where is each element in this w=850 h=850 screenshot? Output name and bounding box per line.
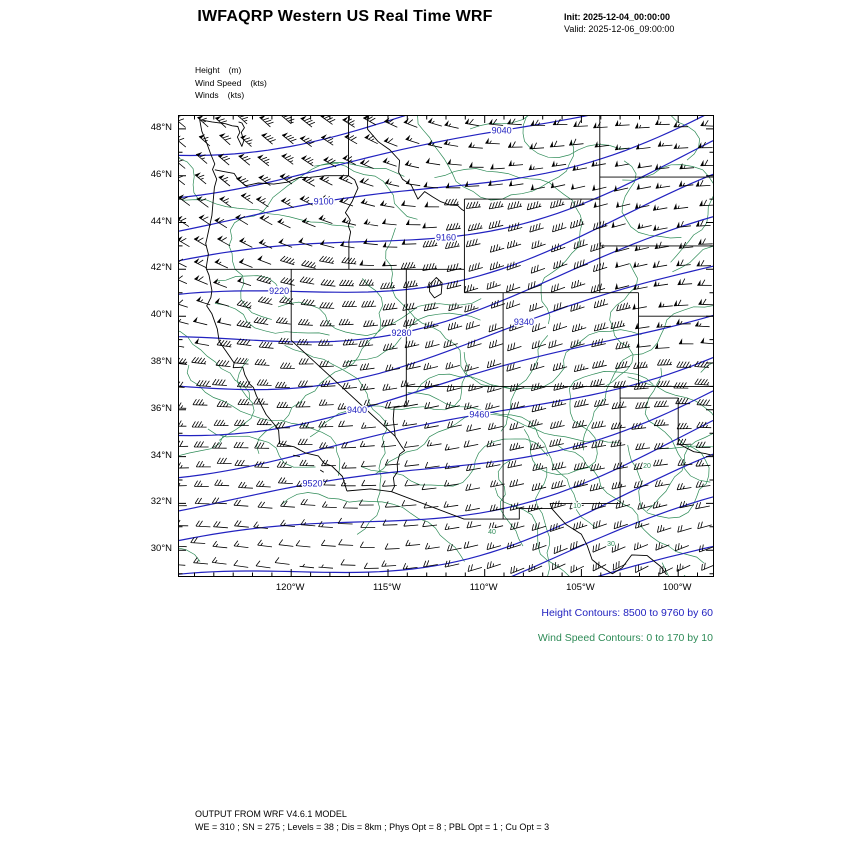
variable-legend: Height (m) Wind Speed (kts) Winds (kts)	[195, 64, 267, 102]
wind-speed-contour-note: Wind Speed Contours: 0 to 170 by 10	[537, 632, 713, 644]
height-contour-label: 9280	[391, 328, 411, 338]
height-contour-label: 9040	[492, 126, 512, 136]
x-axis-tick-label: 110°W	[469, 582, 498, 593]
footer-model-line: OUTPUT FROM WRF V4.6.1 MODEL	[195, 809, 347, 819]
y-axis-tick-label: 38°N	[150, 355, 172, 367]
y-axis-tick-label: 30°N	[150, 543, 172, 555]
legend-unit: (m)	[228, 65, 242, 75]
x-axis-tick-label: 105°W	[566, 582, 595, 593]
y-axis-tick-label: 32°N	[150, 496, 172, 508]
height-contour-label: 9100	[314, 197, 334, 207]
init-time: Init: 2025-12-04_00:00:00	[564, 12, 671, 22]
wind-speed-contour-label: 30	[607, 541, 615, 548]
height-contour-label: 9520	[302, 479, 322, 489]
page-title: IWFAQRP Western US Real Time WRF	[197, 8, 493, 25]
x-axis-tick-label: 100°W	[662, 582, 692, 593]
legend-unit: (kts)	[227, 90, 245, 100]
x-axis-tick-label: 120°W	[275, 582, 305, 593]
wind-speed-contour-label: 40	[488, 529, 496, 536]
wind-barbs	[179, 116, 713, 575]
wind-speed-contour-label: 10	[573, 503, 581, 510]
height-contour-label: 9400	[347, 405, 367, 415]
y-axis-tick-label: 46°N	[150, 168, 172, 180]
axis-ticks	[179, 116, 713, 576]
legend-row-height: Height (m)	[195, 64, 267, 77]
state-borders	[199, 116, 713, 576]
legend-unit: (kts)	[250, 77, 267, 88]
model-footer: OUTPUT FROM WRF V4.6.1 MODEL WE = 310 ; …	[195, 808, 549, 834]
height-contour-label: 9220	[269, 286, 289, 296]
y-axis-tick-label: 48°N	[150, 121, 172, 133]
legend-row-winds: Winds (kts)	[195, 89, 267, 102]
y-axis-tick-label: 34°N	[150, 449, 172, 461]
height-contour-label: 9460	[469, 409, 489, 419]
y-axis-tick-label: 40°N	[150, 309, 172, 321]
y-axis-tick-label: 44°N	[150, 215, 172, 227]
height-contour-note: Height Contours: 8500 to 9760 by 60	[541, 607, 713, 619]
wind-speed-contour-label: 20	[643, 463, 651, 470]
height-contour-label: 9160	[436, 232, 456, 242]
run-times: Init: 2025-12-04_00:00:00 Valid: 2025-12…	[564, 12, 674, 35]
legend-label: Wind Speed	[195, 77, 242, 88]
footer-config-line: WE = 310 ; SN = 275 ; Levels = 38 ; Dis …	[195, 822, 550, 832]
legend-label: Winds	[195, 90, 219, 100]
map-plot-frame: 9040 9100 9160 9220 9280 9340 9400 9460 9520 10 20…	[178, 115, 714, 577]
valid-time: Valid: 2025-12-06_09:00:00	[564, 23, 675, 34]
height-contour-label: 9340	[514, 317, 534, 327]
y-axis-tick-label: 42°N	[150, 262, 172, 274]
y-axis-tick-label: 36°N	[150, 402, 172, 414]
legend-row-windspeed: Wind Speed (kts)	[195, 77, 267, 90]
wrf-map: 9040 9100 9160 9220 9280 9340 9400 9460 9520 10 20…	[179, 116, 713, 576]
x-axis-tick-label: 115°W	[372, 582, 401, 593]
legend-label: Height	[195, 65, 220, 75]
